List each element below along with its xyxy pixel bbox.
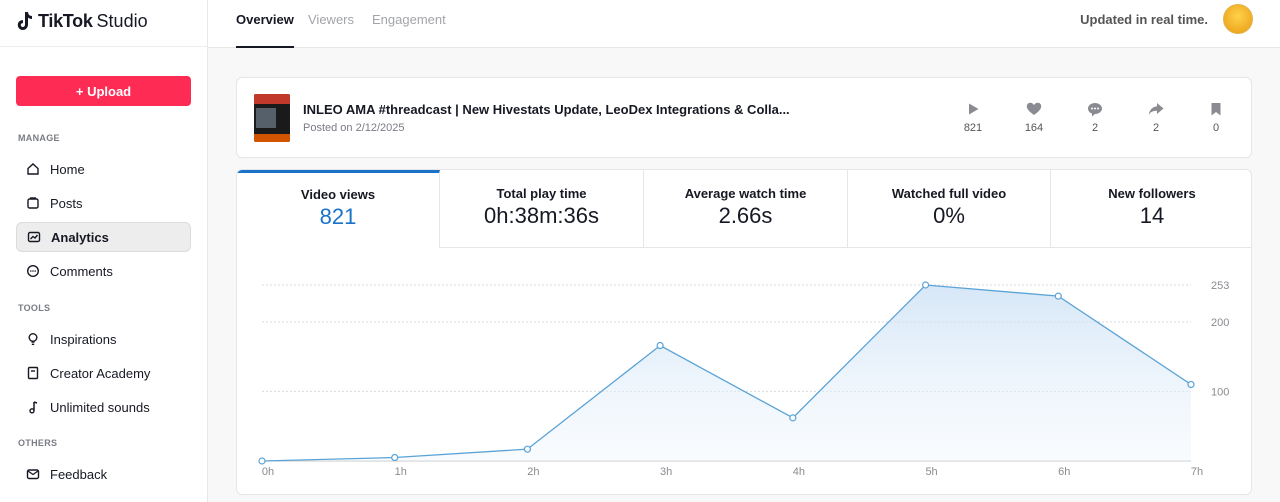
data-point	[1187, 380, 1195, 389]
metric-video-views[interactable]: Video views 821	[237, 170, 440, 248]
metric-average-watch-time[interactable]: Average watch time 2.66s	[644, 170, 848, 248]
metric-label: New followers	[1108, 186, 1196, 201]
data-point	[1054, 292, 1062, 300]
stat-saves: 0	[1196, 100, 1236, 134]
posts-icon	[26, 196, 40, 210]
brand-name: TikTok	[38, 10, 93, 31]
lightbulb-icon	[26, 332, 40, 346]
section-tools: TOOLS	[18, 303, 51, 313]
comment-icon	[1075, 100, 1115, 118]
x-tick-label: 2h	[527, 466, 539, 478]
tiktok-logo-icon	[17, 12, 32, 30]
stat-comments: 2	[1075, 100, 1115, 134]
metrics-card: Video views 821 Total play time 0h:38m:3…	[236, 169, 1252, 495]
data-point	[921, 281, 930, 289]
x-tick-label: 6h	[1058, 466, 1070, 478]
play-icon	[953, 100, 993, 118]
studio-label: Studio	[96, 10, 148, 31]
sidebar-item-posts[interactable]: Posts	[16, 188, 191, 218]
x-tick-label: 4h	[793, 466, 805, 478]
metric-watched-full-video[interactable]: Watched full video 0%	[848, 170, 1051, 248]
comments-icon	[26, 264, 40, 278]
sidebar-item-label: Home	[50, 161, 85, 177]
music-note-icon	[26, 400, 40, 414]
sidebar-item-inspirations[interactable]: Inspirations	[16, 324, 191, 354]
tab-overview[interactable]: Overview	[236, 12, 294, 48]
metric-value: 2.66s	[718, 203, 773, 228]
video-thumbnail	[254, 94, 290, 142]
metric-value: 14	[1139, 203, 1165, 228]
sidebar-item-unlimited-sounds[interactable]: Unlimited sounds	[16, 392, 191, 422]
stat-views: 821	[953, 100, 993, 134]
video-card[interactable]: INLEO AMA #threadcast | New Hivestats Up…	[236, 77, 1252, 158]
stat-likes: 164	[1014, 100, 1054, 134]
data-point	[789, 414, 797, 422]
y-tick-label: 253	[1211, 280, 1229, 292]
metric-value: 0%	[933, 203, 965, 228]
sidebar-divider	[0, 46, 208, 47]
metric-label: Video views	[300, 187, 376, 202]
metric-label: Total play time	[496, 186, 587, 201]
book-icon	[26, 366, 40, 380]
series-area	[262, 285, 1191, 461]
stat-shares: 2	[1136, 100, 1176, 134]
data-point	[258, 457, 266, 465]
heart-icon	[1014, 100, 1054, 118]
data-point	[391, 453, 399, 462]
home-icon	[26, 162, 40, 176]
sidebar-item-creator-academy[interactable]: Creator Academy	[16, 358, 191, 388]
metric-value: 0h:38m:36s	[484, 203, 599, 228]
sidebar-item-label: Posts	[50, 195, 83, 211]
y-tick-label: 100	[1211, 386, 1229, 398]
stat-value: 0	[1212, 122, 1220, 134]
metric-new-followers[interactable]: New followers 14	[1051, 170, 1251, 248]
sidebar-item-home[interactable]: Home	[16, 154, 191, 184]
stat-value: 2	[1091, 122, 1099, 134]
video-posted-date: Posted on 2/12/2025	[303, 122, 405, 134]
bookmark-icon	[1196, 100, 1236, 118]
avatar[interactable]	[1223, 4, 1253, 34]
sidebar-item-label: Comments	[50, 263, 113, 279]
section-manage: MANAGE	[18, 133, 60, 143]
sidebar-item-analytics[interactable]: Analytics	[16, 222, 191, 252]
top-bar: Overview Viewers Engagement Updated in r…	[208, 0, 1280, 48]
realtime-status: Updated in real time.	[1080, 12, 1208, 27]
sidebar-item-feedback[interactable]: Feedback	[16, 459, 191, 489]
analytics-icon	[27, 230, 41, 244]
stat-value: 164	[1024, 122, 1044, 134]
x-tick-label: 0h	[262, 466, 274, 478]
sidebar-item-label: Creator Academy	[50, 365, 151, 381]
mail-icon	[26, 467, 40, 481]
data-point	[656, 341, 664, 350]
x-tick-label: 3h	[660, 466, 672, 478]
y-tick-label: 200	[1211, 317, 1229, 329]
sidebar-item-label: Unlimited sounds	[50, 399, 150, 415]
share-icon	[1136, 100, 1176, 118]
upload-button[interactable]: + Upload	[16, 76, 191, 106]
sidebar-item-label: Feedback	[50, 466, 108, 482]
views-chart: 100 200 253 0h 1h 2h 3h 4h 5h 6h 7h	[258, 280, 1229, 478]
x-tick-label: 1h	[395, 466, 407, 478]
x-tick-label: 5h	[925, 466, 937, 478]
tab-engagement[interactable]: Engagement	[372, 12, 446, 27]
sidebar-item-label: Analytics	[51, 229, 109, 245]
stat-value: 2	[1152, 122, 1160, 134]
series-line	[261, 284, 1192, 462]
sidebar-item-label: Inspirations	[50, 331, 117, 347]
x-tick-label: 7h	[1191, 466, 1203, 478]
metric-label: Average watch time	[684, 186, 807, 201]
tab-viewers[interactable]: Viewers	[308, 12, 355, 27]
tiktok-studio-logo[interactable]: TikTok Studio	[16, 8, 148, 34]
metric-value: 821	[319, 204, 357, 229]
sidebar-item-comments[interactable]: Comments	[16, 256, 191, 286]
section-others: OTHERS	[18, 438, 58, 448]
metric-total-play-time[interactable]: Total play time 0h:38m:36s	[440, 170, 644, 248]
stat-value: 821	[963, 122, 983, 134]
metric-label: Watched full video	[891, 186, 1007, 201]
sidebar: TikTok Studio + Upload MANAGE Home Posts…	[0, 0, 208, 502]
video-title: INLEO AMA #threadcast | New Hivestats Up…	[303, 102, 790, 117]
data-point	[523, 445, 532, 453]
